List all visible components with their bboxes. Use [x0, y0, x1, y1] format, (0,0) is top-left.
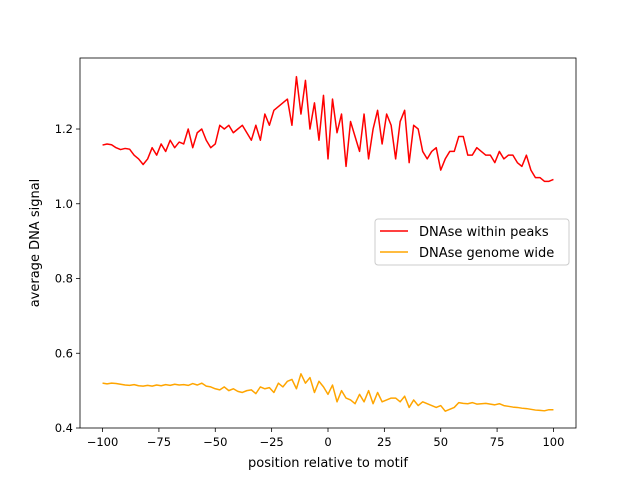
y-tick-label: 0.8 [55, 272, 73, 286]
series-line-dnase-within-peaks [102, 75, 554, 183]
y-axis: 0.4 0.6 0.8 1.0 1.2 [55, 122, 80, 435]
x-tick-label: −25 [259, 435, 283, 449]
y-tick-label: 1.2 [55, 122, 73, 136]
series-line-dnase-genome-wide [102, 373, 554, 412]
x-tick-label: 100 [542, 435, 564, 449]
legend-label-within-peaks: DNAse within peaks [419, 225, 549, 240]
legend-label-genome-wide: DNAse genome wide [419, 246, 554, 261]
x-tick-label: −50 [203, 435, 227, 449]
series-layer [102, 75, 554, 412]
x-tick-label: 25 [377, 435, 392, 449]
x-tick-label: 50 [433, 435, 448, 449]
x-tick-label: −75 [147, 435, 171, 449]
x-tick-label: 75 [490, 435, 505, 449]
x-tick-label: 0 [324, 435, 331, 449]
y-tick-label: 0.4 [55, 421, 73, 435]
legend-box [374, 218, 570, 266]
x-axis: −100 −75 −50 −25 0 25 50 75 100 [87, 428, 564, 449]
y-tick-label: 0.6 [55, 346, 73, 360]
x-tick-label: −100 [87, 435, 119, 449]
x-axis-label: position relative to motif [248, 456, 408, 471]
y-tick-label: 1.0 [55, 197, 73, 211]
legend: DNAse within peaks DNAse genome wide [374, 218, 570, 266]
y-axis-label: average DNA signal [28, 179, 43, 308]
